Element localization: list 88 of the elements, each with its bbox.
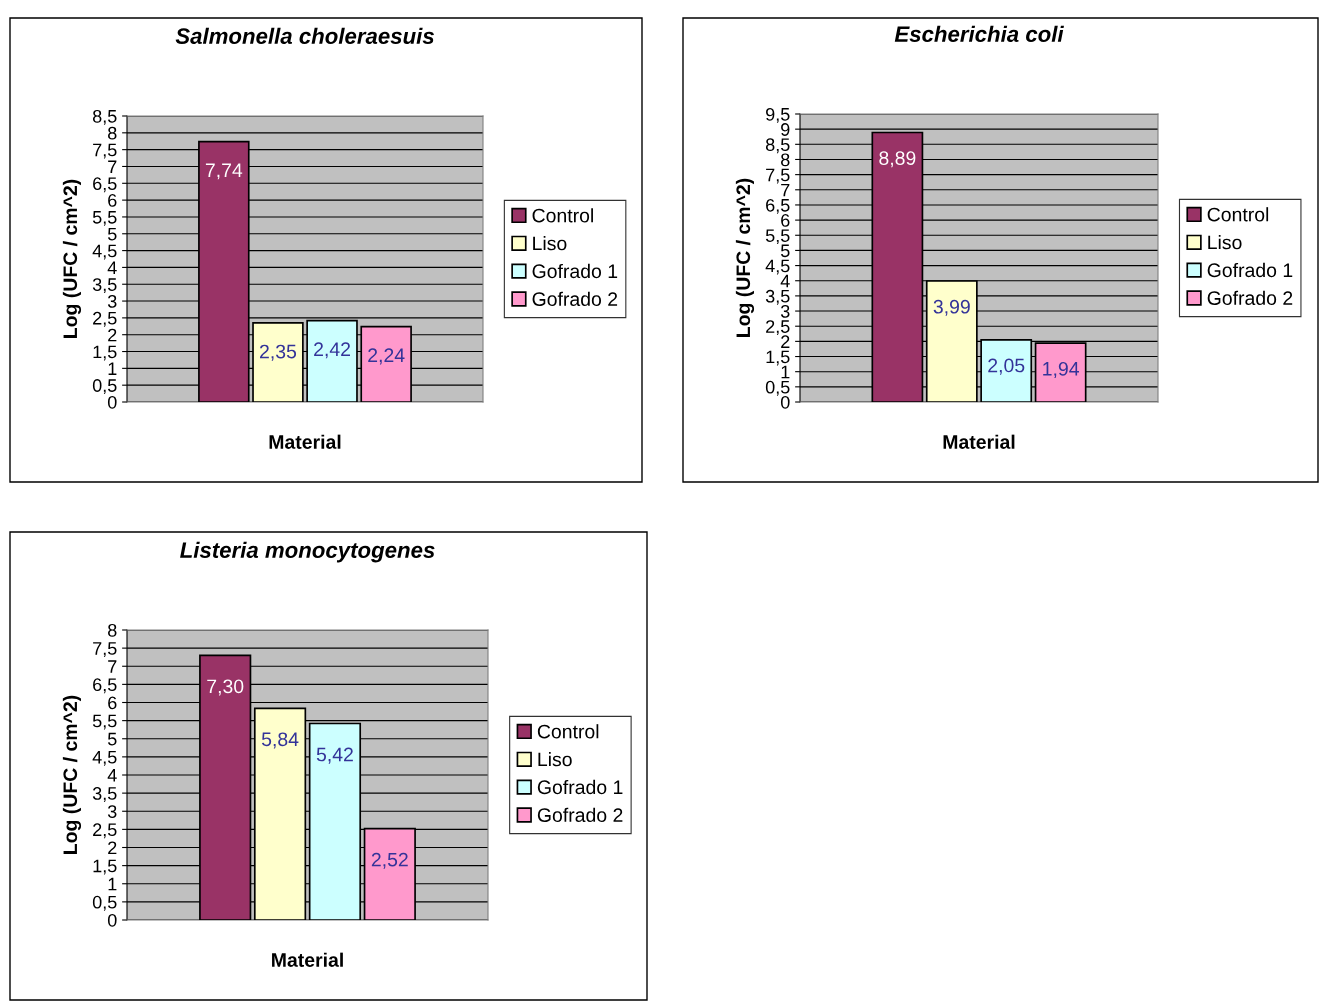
y-tick-label: 3,5 [92,787,117,802]
y-tick-label: 0,5 [92,895,117,911]
y-tick-label: 6 [781,214,790,227]
y-tick-label: 2,5 [93,823,117,839]
y-tick-label: 7 [781,183,790,197]
y-tick-label: 5 [780,244,790,258]
legend-label: Control [1207,207,1269,222]
y-tick-label: 8,5 [765,138,790,154]
legend-label: Liso [533,236,567,251]
y-tick-label: 7 [108,160,117,174]
y-tick-label: 7,5 [93,143,117,159]
y-tick-label: 8,5 [92,109,117,125]
y-tick-label: 2,5 [93,311,117,327]
y-axis-title: Log (UFC / cm^2) [735,178,755,337]
legend-label: Gofrado 1 [1207,262,1293,278]
y-tick-label: 5 [107,732,117,746]
legend-label: Gofrado 1 [537,779,623,795]
y-tick-label: 6 [108,696,117,710]
y-tick-label: 9,5 [766,107,790,123]
y-tick-label: 1 [108,362,117,375]
data-label: 2,35 [260,344,297,361]
chart-title: Listeria monocytogenes [180,541,435,563]
y-tick-label: 0,5 [92,379,117,395]
y-tick-label: 4,5 [765,259,790,275]
y-tick-label: 5,5 [92,714,117,730]
y-tick-label: 1,5 [766,350,790,366]
y-tick-label: 4 [780,274,790,288]
data-label: 2,24 [368,348,405,365]
y-tick-label: 8 [108,623,117,637]
data-label: 7,30 [207,679,244,696]
legend-label: Gofrado 2 [537,807,623,822]
y-tick-label: 5 [107,227,117,241]
y-tick-label: 3 [107,805,117,818]
data-label: 1,94 [1043,361,1079,378]
y-axis-title: Log (UFC / cm^2) [62,695,82,854]
y-tick-label: 4 [107,769,117,782]
y-tick-label: 5,5 [92,211,117,226]
y-tick-label: 1 [781,365,790,379]
legend-label: Liso [538,752,572,767]
legend-label: Liso [1208,235,1242,250]
data-label: 2,42 [314,342,350,359]
y-tick-label: 0 [107,913,117,927]
y-tick-label: 5,5 [765,229,790,245]
legend-label: Control [537,724,599,739]
x-axis-title: Material [272,952,343,967]
y-tick-label: 6,5 [93,678,117,694]
y-tick-label: 1 [108,877,117,891]
y-tick-label: 1,5 [93,345,117,361]
data-label: 2,05 [988,358,1025,375]
y-axis-title: Log (UFC / cm^2) [62,179,82,338]
y-tick-label: 0 [780,395,790,409]
y-tick-label: 9 [781,123,790,136]
x-axis-title: Material [269,434,341,449]
y-tick-label: 0 [107,395,117,409]
chart-title: Salmonella choleraesuis [175,27,434,44]
y-tick-label: 8 [108,126,117,140]
y-tick-label: 2 [108,328,117,342]
legend-label: Control [532,208,593,223]
y-tick-label: 7,5 [93,642,117,657]
x-axis-title: Material [943,434,1015,449]
legend-label: Gofrado 2 [532,291,618,306]
data-label: 5,42 [316,747,353,764]
y-tick-label: 2 [108,841,117,855]
legend-label: Gofrado 2 [1207,290,1293,305]
y-tick-label: 6 [108,194,117,207]
y-tick-label: 6,5 [766,198,790,214]
y-tick-label: 4 [107,261,117,274]
y-tick-label: 0,5 [765,380,790,396]
data-label: 7,74 [205,163,243,180]
y-tick-label: 4,5 [92,751,117,766]
y-tick-label: 2,5 [766,320,790,336]
y-tick-label: 3,5 [765,289,790,305]
y-tick-label: 2 [781,335,790,348]
data-label: 3,99 [933,299,970,316]
y-tick-label: 7,5 [766,168,790,184]
y-tick-label: 3 [780,304,790,318]
y-tick-label: 3,5 [92,278,117,294]
y-tick-label: 1,5 [93,859,117,875]
y-tick-label: 3 [107,294,117,308]
data-label: 8,89 [879,151,916,168]
data-label: 2,52 [371,852,408,869]
y-tick-label: 6,5 [93,177,117,193]
y-tick-label: 4,5 [92,244,117,260]
data-label: 5,84 [261,732,299,749]
y-tick-label: 7 [108,660,117,673]
y-tick-label: 8 [781,153,790,167]
chart-title: Escherichia coli [894,25,1064,42]
legend-label: Gofrado 1 [532,263,618,279]
